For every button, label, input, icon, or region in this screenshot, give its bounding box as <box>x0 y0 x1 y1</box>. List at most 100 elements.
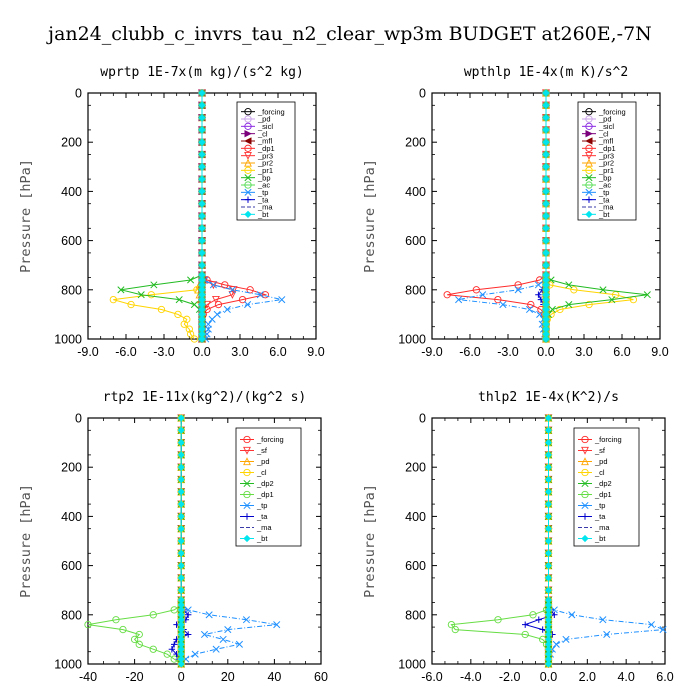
legend-label: _pr1 <box>598 166 614 175</box>
x-tick-label: -6.0 <box>459 345 481 359</box>
x-tick-label: 6.0 <box>613 345 630 359</box>
legend-marker <box>243 435 251 444</box>
data-point <box>171 641 178 648</box>
y-tick-label: 1000 <box>54 333 82 347</box>
legend-marker <box>244 122 252 130</box>
data-point <box>544 414 553 422</box>
series-pr1 <box>109 89 206 343</box>
y-axis-label: Pressure [hPa] <box>18 159 34 273</box>
series-bt <box>544 414 553 668</box>
data-point <box>212 645 220 653</box>
y-axis-label: Pressure [hPa] <box>18 484 34 598</box>
legend-marker <box>244 108 252 116</box>
x-tick-label: 0.0 <box>540 670 557 684</box>
legend-label: _pd <box>594 457 608 466</box>
data-point <box>542 236 550 245</box>
data-point <box>273 621 281 629</box>
legend-marker <box>243 446 251 455</box>
data-point <box>443 291 451 299</box>
data-point <box>198 89 206 97</box>
data-point <box>525 305 534 314</box>
x-tick-label: -6.0 <box>115 345 137 359</box>
y-tick-label: 600 <box>61 559 82 573</box>
legend-entry: _dp1 <box>241 144 275 153</box>
series-line <box>113 93 203 340</box>
data-point <box>177 438 185 447</box>
legend-marker <box>585 196 593 203</box>
legend-marker <box>585 210 593 218</box>
figure-title: jan24_clubb_c_invrs_tau_n2_clear_wp3m BU… <box>46 23 652 45</box>
y-axis-label: Pressure [hPa] <box>362 159 378 273</box>
legend-entry: _bp <box>582 173 612 182</box>
legend-label: _pr3 <box>598 151 614 160</box>
data-point <box>585 300 593 309</box>
legend-marker <box>585 152 593 160</box>
legend-label: _ta <box>598 195 610 204</box>
legend-entry: _bp <box>241 173 271 182</box>
legend-marker <box>581 534 589 543</box>
legend-label: _mfl <box>257 137 273 146</box>
data-point <box>177 451 185 459</box>
legend-entry: _bt <box>241 210 269 219</box>
legend-marker <box>585 166 593 174</box>
legend-marker <box>585 115 593 123</box>
data-point <box>198 249 206 257</box>
legend-label: _dp1 <box>257 144 275 153</box>
legend-entry: _forcing <box>578 435 622 444</box>
series-bt <box>198 89 206 343</box>
data-point <box>168 646 176 653</box>
chart-panel-2: wpthlp 1E-4x(m K)/s^2 Pressure [hPa] -9.0 -… <box>362 65 669 359</box>
x-tick-label: 60 <box>314 670 328 684</box>
data-point <box>647 621 655 629</box>
legend-entry: _tp <box>578 501 605 510</box>
data-point <box>599 286 607 294</box>
y-tick-label: 800 <box>405 608 426 622</box>
series-line <box>87 418 182 665</box>
x-tick-label: -4.0 <box>460 670 482 684</box>
legend-entry: _ac <box>582 181 611 190</box>
data-point <box>163 650 171 658</box>
data-point <box>455 296 463 304</box>
x-tick-label: -9.0 <box>77 345 99 359</box>
data-point <box>542 126 550 134</box>
data-point <box>548 305 556 314</box>
data-point <box>544 438 553 447</box>
data-point <box>177 500 185 508</box>
legend-marker <box>244 152 252 160</box>
data-point <box>224 626 232 634</box>
legend-entry: _pd <box>240 457 270 466</box>
data-point <box>147 291 155 299</box>
legend-entry: _sf <box>578 446 606 455</box>
legend-entry: _dp2 <box>240 479 274 488</box>
data-point <box>246 286 254 294</box>
legend-marker <box>244 129 252 138</box>
data-point <box>180 320 188 328</box>
panel-title: wprtp 1E-7x(m kg)/(s^2 kg) <box>100 65 304 80</box>
legend-label: _bp <box>598 173 612 182</box>
y-tick-label: 800 <box>61 283 82 297</box>
legend-label: _pd <box>598 115 612 124</box>
legend-label: _ma <box>256 523 272 532</box>
legend-label: _ma <box>257 203 273 212</box>
y-tick-label: 1000 <box>398 333 426 347</box>
data-point <box>562 635 570 643</box>
legend-entry: _cl <box>241 129 268 138</box>
x-tick-label: 6.0 <box>269 345 286 359</box>
legend-entry: _pd <box>241 115 271 124</box>
data-point <box>599 616 607 624</box>
data-point <box>112 616 120 624</box>
data-point <box>479 291 487 299</box>
data-point <box>643 291 651 299</box>
data-point <box>235 640 244 648</box>
legend-marker <box>585 181 593 189</box>
legend-label: _cl <box>594 468 605 477</box>
data-point <box>198 113 206 122</box>
data-point <box>177 525 185 533</box>
data-point <box>565 301 573 309</box>
x-tick-label: 20 <box>221 670 235 684</box>
panel-title: thlp2 1E-4x(K^2)/s <box>478 390 619 405</box>
legend-label: _dp1 <box>594 490 612 499</box>
legend-entry: _cl <box>578 468 605 477</box>
data-point <box>223 305 231 314</box>
legend-entry: _ma <box>582 203 614 212</box>
